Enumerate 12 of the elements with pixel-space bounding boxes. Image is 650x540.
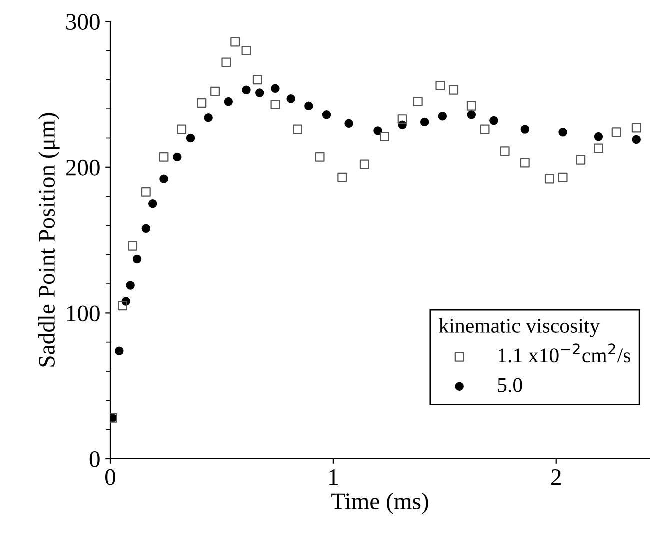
x-axis-title: Time (ms) [332,492,428,514]
legend-label: 1.1 x10$^{−2}$cm$^{2}$/s [498,344,630,363]
x-tick-label: 2 [552,469,561,486]
y-tick-label: 300 [66,14,100,30]
legend-title: kinematic viscosity [439,318,600,338]
y-tick-label: 200 [66,160,100,176]
y-axis-title: Saddle Point Position (μm) [38,113,60,367]
x-tick-label: 0 [105,469,116,486]
y-tick-label: 100 [67,306,100,322]
x-tick-label: 1 [330,470,338,486]
legend-label: 5.0 [498,378,522,392]
y-tick-label: 0 [90,451,100,468]
